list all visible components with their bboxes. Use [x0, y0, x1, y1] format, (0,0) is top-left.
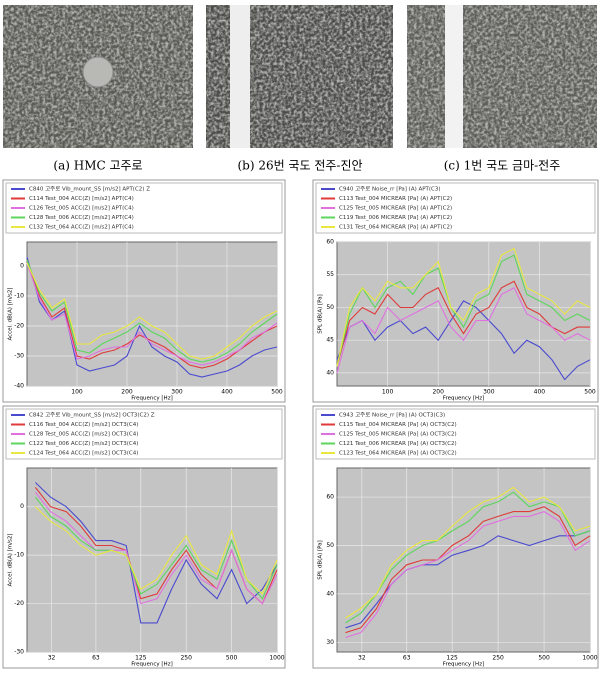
series-line: [336, 300, 591, 381]
legend-label: C132 Test_064 ACC(Z) [m/s2] APT(C4): [29, 225, 134, 231]
series-line: [26, 259, 278, 369]
plot-area: [336, 241, 591, 387]
x-tick-label: 300: [171, 389, 183, 396]
x-tick-label: 125: [135, 655, 147, 662]
y-tick-label: 45: [326, 337, 334, 344]
y-axis-label: SPL dB(A) [Pa]: [318, 540, 324, 579]
y-tick-label: 0: [20, 263, 24, 270]
y-tick-label: 55: [326, 271, 334, 278]
legend-box: [5, 408, 283, 460]
legend-box: [5, 182, 283, 234]
series-line: [34, 491, 278, 605]
legend-label: C840 고주로 Vib_mount_SS [m/s2] APT(C2) Z: [29, 186, 150, 193]
x-tick-label: 200: [121, 389, 133, 396]
x-tick-label: 400: [534, 389, 546, 396]
x-tick-label: 63: [403, 655, 411, 662]
legend-label: C121 Test_006 MICREAR [Pa] (A) OCT3(C2): [339, 441, 457, 447]
photo-b: [206, 5, 393, 148]
x-tick-label: 500: [271, 389, 283, 396]
y-tick-label: -10: [14, 552, 24, 559]
x-tick-label: 32: [48, 655, 56, 662]
y-tick-label: -30: [14, 649, 24, 656]
y-tick-label: 50: [326, 542, 334, 549]
legend-label: C122 Test_006 ACC(Z) [m/s2] OCT3(C4): [29, 441, 138, 447]
legend-label: C943 고주로 Noise_rr [Pa] (A) OCT3(C3): [339, 412, 445, 419]
legend-label: C128 Test_005 ACC(Z) [m/s2] OCT3(C4): [29, 432, 138, 438]
x-tick-label: 500: [584, 389, 596, 396]
legend-label: C116 Test_004 ACC(Z) [m/s2] OCT3(C4): [29, 422, 138, 428]
legend-label: C113 Test_004 MICREAR [Pa] (A) APT(C2): [339, 196, 452, 202]
y-tick-label: 40: [326, 590, 334, 597]
series-line: [34, 496, 278, 600]
x-tick-label: 250: [492, 655, 504, 662]
y-tick-label: 0: [20, 503, 24, 510]
y-tick-label: 30: [326, 639, 334, 646]
x-tick-label: 1000: [269, 655, 284, 662]
caption: (c) 1번 국도 금마-전주: [444, 159, 561, 173]
series-line: [26, 262, 278, 366]
series-line: [336, 280, 590, 367]
x-tick-label: 32: [358, 655, 366, 662]
y-axis-label: Accel. dB(A) [m/s2]: [8, 287, 14, 340]
series-line: [35, 482, 278, 624]
y-tick-label: -40: [14, 383, 24, 390]
series-line: [345, 491, 591, 624]
legend-label: C128 Test_006 ACC(Z) [m/s2] APT(C4): [29, 215, 134, 221]
series-line: [345, 506, 591, 634]
series-line: [345, 486, 591, 619]
series-line: [26, 262, 278, 360]
series-line: [336, 254, 591, 367]
legend-label: C119 Test_006 MICREAR [Pa] (A) APT(C2): [339, 215, 452, 221]
legend-box: [315, 408, 596, 460]
y-axis-label: SPL dB(A) [Pa]: [318, 294, 324, 333]
x-axis-label: Frequency [Hz]: [131, 662, 172, 668]
y-tick-label: -20: [14, 323, 24, 330]
x-tick-label: 63: [92, 655, 100, 662]
legend-label: C125 Test_005 MICREAR [Pa] (A) OCT3(C2): [339, 432, 457, 438]
x-tick-label: 1000: [582, 655, 597, 662]
y-tick-label: 60: [326, 494, 334, 501]
x-tick-label: 500: [538, 655, 550, 662]
caption: (a) HMC 고주로: [53, 159, 142, 173]
legend-label: C126 Test_005 ACC(Z) [m/s2] APT(C4): [29, 206, 134, 212]
x-tick-label: 500: [226, 655, 238, 662]
legend-label: C842 고주로 Vib_mount_SS [m/s2] OCT3(C2) Z: [29, 412, 155, 419]
x-axis-label: Frequency [Hz]: [443, 396, 484, 402]
x-axis-label: Frequency [Hz]: [443, 662, 484, 668]
photo-a: [3, 5, 193, 148]
x-tick-label: 400: [221, 389, 233, 396]
x-tick-label: 300: [483, 389, 495, 396]
plot-area: [336, 467, 591, 653]
legend-label: C131 Test_064 MICREAR [Pa] (A) APT(C2): [339, 225, 452, 231]
legend-box: [315, 182, 596, 234]
series-line: [336, 287, 591, 374]
legend-label: C125 Test_005 MICREAR [Pa] (A) APT(C2): [339, 206, 452, 212]
x-tick-label: 250: [180, 655, 192, 662]
series-line: [26, 259, 278, 363]
legend-label: C123 Test_064 MICREAR [Pa] (A) OCT3(C2): [339, 451, 457, 457]
series-line: [345, 510, 591, 639]
y-tick-label: 60: [326, 239, 334, 246]
y-axis-label: Accel. dB(A) [m/s2]: [8, 533, 14, 586]
series-line: [35, 506, 278, 595]
series-line: [345, 530, 591, 629]
legend-label: C940 고주로 Noise_rr [Pa] (A) APT(C3): [339, 186, 441, 193]
legend-label: C114 Test_004 ACC(Z) [m/s2] APT(C4): [29, 196, 134, 202]
x-tick-label: 100: [382, 389, 394, 396]
y-tick-label: -20: [14, 600, 24, 607]
y-tick-label: 50: [326, 304, 334, 311]
x-axis-label: Frequency [Hz]: [131, 396, 172, 402]
x-tick-label: 100: [71, 389, 83, 396]
photo-c: [407, 5, 597, 148]
x-tick-label: 125: [446, 655, 458, 662]
y-tick-label: -10: [14, 293, 24, 300]
y-tick-label: -30: [14, 353, 24, 360]
caption: (b) 26번 국도 전주-진안: [237, 159, 362, 173]
legend-label: C124 Test_064 ACC(Z) [m/s2] OCT3(C4): [29, 451, 138, 457]
series-line: [336, 247, 591, 367]
y-tick-label: 40: [326, 369, 334, 376]
legend-label: C115 Test_004 MICREAR [Pa] (A) OCT3(C2): [339, 422, 457, 428]
x-tick-label: 200: [432, 389, 444, 396]
